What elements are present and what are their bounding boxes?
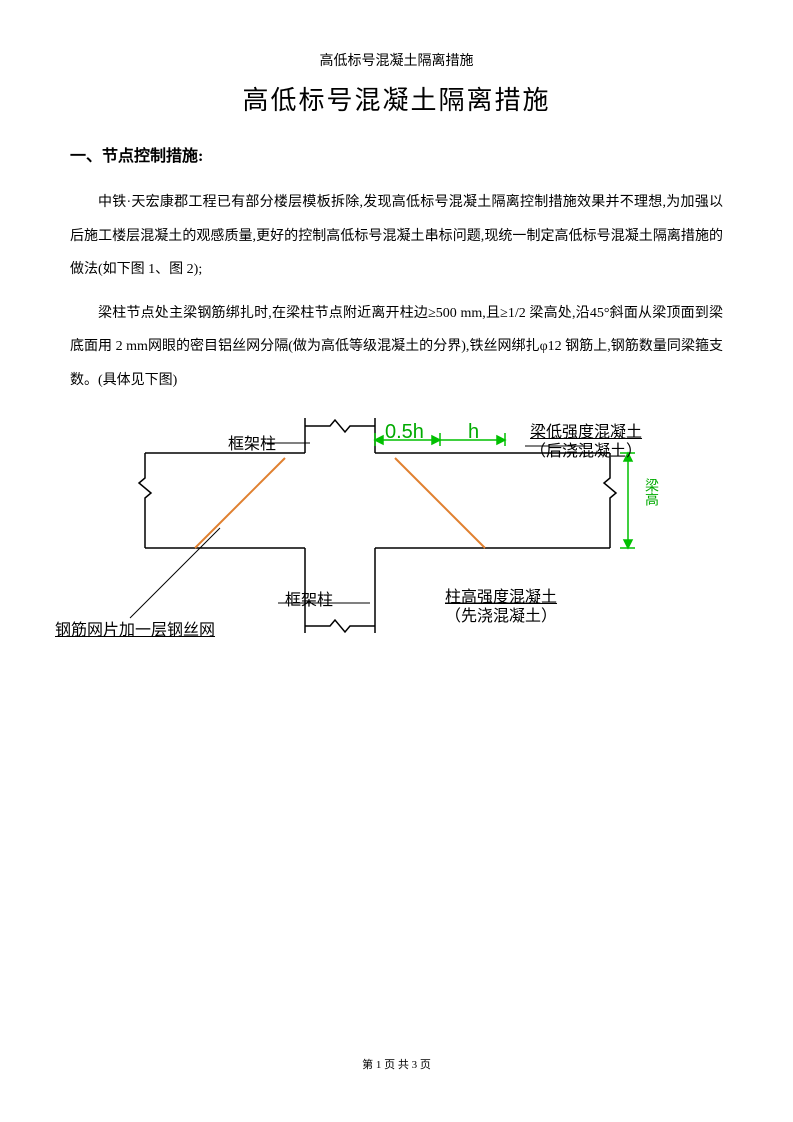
page-footer: 第 1 页 共 3 页 — [0, 1056, 793, 1072]
label-dim-h: h — [468, 421, 479, 444]
header-small-title: 高低标号混凝土隔离措施 — [70, 50, 723, 70]
label-column-high: 柱高强度混凝土 （先浇混凝土） — [445, 588, 557, 626]
label-frame-column-bottom: 框架柱 — [285, 586, 333, 610]
section-heading-1: 一、节点控制措施: — [70, 142, 723, 166]
paragraph-2: 梁柱节点处主梁钢筋绑扎时,在梁柱节点附近离开柱边≥500 mm,且≥1/2 梁高… — [70, 297, 723, 398]
label-frame-column-top: 框架柱 — [228, 430, 276, 454]
label-dim-05h: 0.5h — [385, 421, 424, 444]
main-title: 高低标号混凝土隔离措施 — [70, 80, 723, 117]
label-beam-height: 梁高 — [640, 478, 660, 506]
paragraph-1: 中铁·天宏康郡工程已有部分楼层模板拆除,发现高低标号混凝土隔离控制措施效果并不理… — [70, 186, 723, 287]
engineering-diagram: 框架柱 0.5h h 梁低强度混凝土 （后浇混凝土） 梁高 框架柱 柱高强度混凝… — [110, 418, 670, 688]
label-beam-low: 梁低强度混凝土 （后浇混凝土） — [530, 423, 642, 461]
label-steel-mesh: 钢筋网片加一层钢丝网 — [55, 616, 215, 640]
